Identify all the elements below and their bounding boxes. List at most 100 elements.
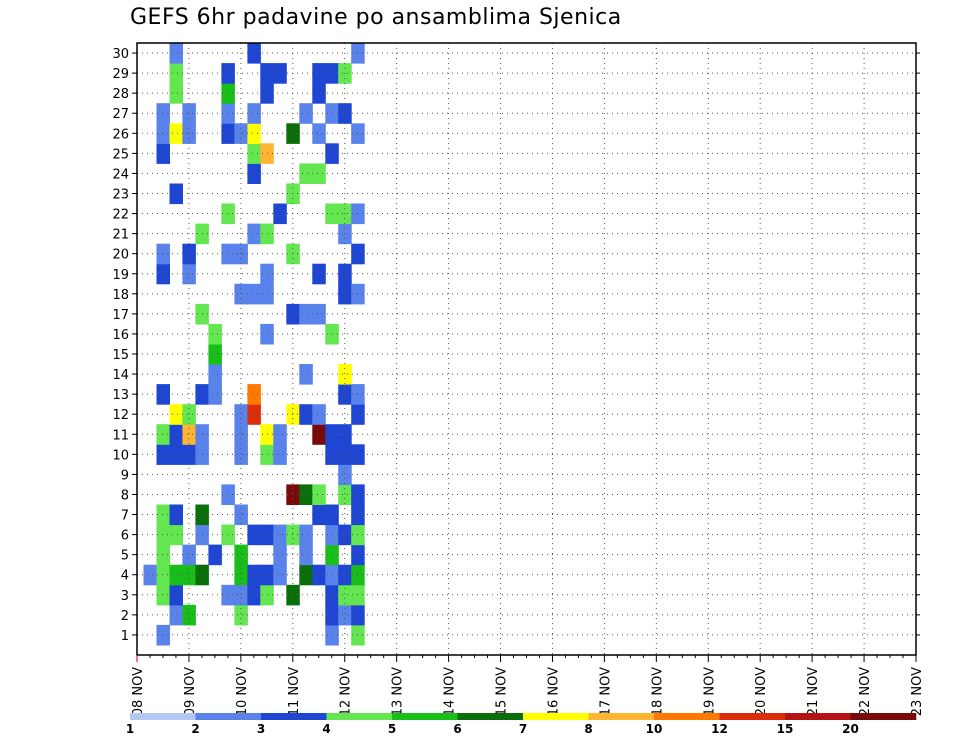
legend-swatch <box>130 713 196 720</box>
y-tick-label: 30 <box>112 47 129 62</box>
heatmap-cell <box>169 524 183 546</box>
heatmap-cell <box>312 424 326 445</box>
y-tick-label: 26 <box>112 127 129 142</box>
y-tick-label: 7 <box>121 509 129 524</box>
legend-label: 7 <box>519 722 527 736</box>
heatmap-cell <box>156 624 170 646</box>
legend-swatch <box>261 713 327 720</box>
heatmap-cell <box>338 444 352 465</box>
heatmap-cell <box>299 484 313 505</box>
heatmap-cell <box>312 303 326 325</box>
y-tick-label: 1 <box>121 629 129 644</box>
heatmap-cell <box>208 544 222 566</box>
heatmap-cell <box>286 404 300 425</box>
legend-swatch <box>785 713 851 720</box>
x-tick-label: 12 NOV <box>339 667 354 716</box>
heatmap-cell <box>273 444 287 465</box>
heatmap-cell <box>247 283 261 305</box>
heatmap-cell <box>234 564 248 586</box>
y-tick-label: 21 <box>112 228 129 243</box>
heatmap-cell <box>182 604 196 626</box>
heatmap-cell <box>247 384 261 405</box>
heatmap-cell <box>221 524 235 546</box>
legend-swatch <box>588 713 655 720</box>
legend-swatch <box>457 713 524 720</box>
heatmap-cell <box>338 283 352 305</box>
heatmap-cell <box>299 303 313 325</box>
legend-swatch <box>392 713 458 720</box>
y-tick-label: 2 <box>121 609 129 624</box>
x-tick-label: 11 NOV <box>287 667 302 716</box>
heatmap-cell <box>234 283 248 305</box>
y-tick-label: 25 <box>112 147 129 162</box>
y-tick-label: 16 <box>112 328 129 343</box>
legend-label: 8 <box>584 722 592 736</box>
heatmap-cell <box>273 544 287 566</box>
heatmap-cell <box>221 584 235 606</box>
x-tick-label: 08 NOV <box>131 667 146 716</box>
heatmap-cell <box>221 63 235 84</box>
heatmap-cell <box>286 584 300 606</box>
heatmap-cell <box>273 424 287 445</box>
legend-label: 10 <box>646 722 663 736</box>
heatmap-cell <box>156 243 170 265</box>
heatmap-cell <box>156 103 170 124</box>
legend-colorbar: 1 2 3 4 5 6 7 8 10 12 15 20 <box>126 713 917 736</box>
heatmap-cell <box>312 163 326 184</box>
heatmap-cell <box>208 323 222 345</box>
y-tick-label: 10 <box>112 448 129 463</box>
heatmap-cell <box>247 123 261 144</box>
heatmap-cell <box>234 424 248 445</box>
heatmap-cell <box>273 63 287 84</box>
y-tick-label: 28 <box>112 87 129 102</box>
heatmap-cell <box>221 83 235 104</box>
x-tick-label: 18 NOV <box>650 667 665 716</box>
legend-label: 6 <box>453 722 461 736</box>
heatmap-cell <box>221 243 235 265</box>
heatmap-cell <box>247 524 261 546</box>
x-tick-label: 16 NOV <box>546 667 561 716</box>
x-tick-label: 14 NOV <box>443 667 458 716</box>
heatmap-cell <box>312 83 326 104</box>
heatmap-cell <box>338 384 352 405</box>
y-tick-label: 14 <box>112 368 129 383</box>
heatmap-cell <box>169 604 183 626</box>
heatmap-cell <box>299 524 313 546</box>
y-tick-label: 11 <box>112 428 129 443</box>
y-tick-label: 24 <box>112 167 129 182</box>
heatmap-cell <box>273 564 287 586</box>
x-tick-label: 21 NOV <box>806 667 821 716</box>
heatmap-cell <box>338 364 352 385</box>
chart-title: GEFS 6hr padavine po ansamblima Sjenica <box>130 5 622 30</box>
x-tick-label: 10 NOV <box>235 667 250 716</box>
legend-swatch <box>719 713 786 720</box>
y-tick-label: 17 <box>112 308 129 323</box>
heatmap-cell <box>299 544 313 566</box>
heatmap-cell <box>182 424 196 445</box>
heatmap-cell <box>169 444 183 465</box>
y-tick-label: 29 <box>112 67 129 82</box>
heatmap-cell <box>221 484 235 505</box>
legend-swatch <box>654 713 720 720</box>
legend-label: 1 <box>126 722 134 736</box>
heatmap-cell <box>286 484 300 505</box>
x-tick-label: 17 NOV <box>598 667 613 716</box>
y-tick-label: 13 <box>112 388 129 403</box>
heatmap-cell <box>312 564 326 586</box>
heatmap-cell <box>338 604 352 626</box>
heatmap-cell <box>312 404 326 425</box>
heatmap-cells <box>143 43 365 646</box>
heatmap-cell <box>143 564 157 586</box>
y-tick-label: 4 <box>121 569 129 584</box>
heatmap-cell <box>247 564 261 586</box>
heatmap-cell <box>247 404 261 425</box>
x-tick-label: 23 NOV <box>910 667 925 716</box>
heatmap-cell <box>234 444 248 465</box>
heatmap-cell <box>156 123 170 144</box>
legend-label: 5 <box>388 722 396 736</box>
heatmap-cell <box>156 524 170 546</box>
y-axis: 1234567891011121314151617181920212223242… <box>112 47 920 644</box>
heatmap-cell <box>156 424 170 445</box>
y-tick-label: 19 <box>112 268 129 283</box>
heatmap-cell <box>299 163 313 184</box>
